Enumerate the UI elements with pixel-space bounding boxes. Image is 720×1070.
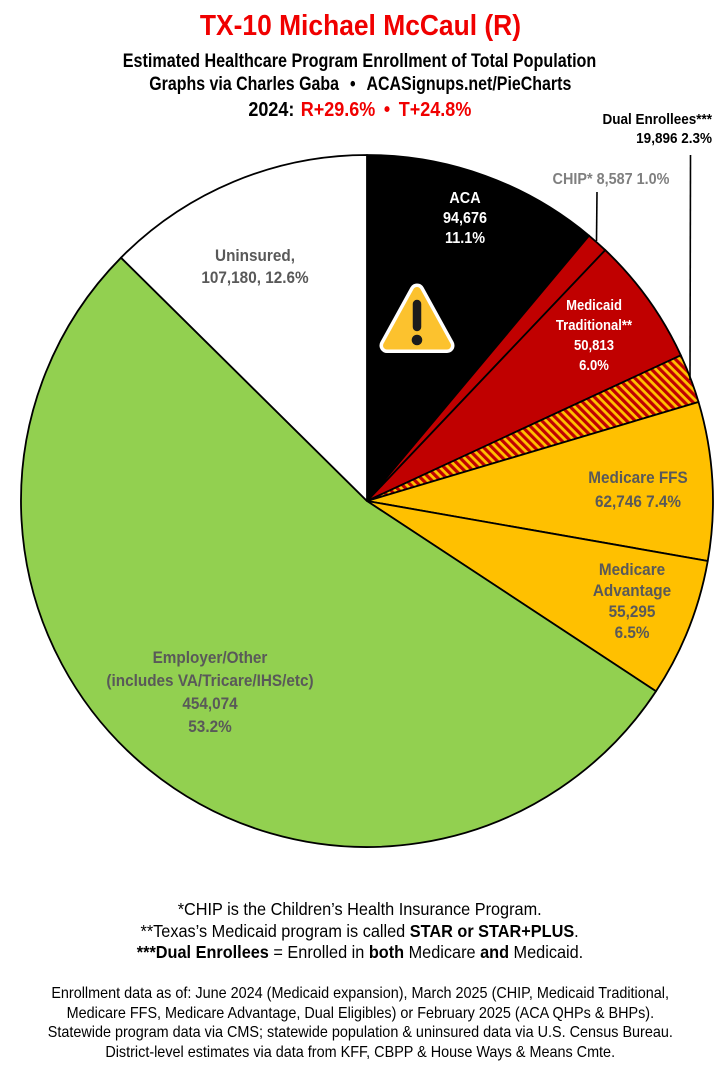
credit-line: Graphs via Charles Gaba • ACASignups.net/P…: [0, 74, 720, 96]
label-dual-enrollees: Dual Enrollees*** 19,896 2.3%: [514, 110, 712, 148]
label-aca-pct: 11.1%: [444, 230, 486, 247]
pie-slice-medicare-advantage: [366, 500, 709, 693]
pie-slice-aca: [366, 154, 590, 502]
label-medicare-ffs: Medicare FFS 62,746 7.4%: [588, 468, 688, 511]
source-line-1: Enrollment data as of: June 2024 (Medica…: [51, 985, 669, 1002]
label-chip: CHIP* 8,587 1.0%: [552, 171, 670, 188]
label-aca-name: ACA: [449, 190, 481, 207]
chip-leader-line: [595, 191, 598, 242]
bullet-separator-icon: •: [349, 74, 356, 95]
label-aca-value: 94,676: [442, 210, 488, 227]
pie-slice-employer-other: [20, 256, 657, 848]
partisan-lean-value: R+29.6% • T+24.8%: [300, 99, 472, 121]
label-dual-name: Dual Enrollees***: [602, 111, 712, 128]
label-dual-value: 19,896 2.3%: [636, 130, 712, 147]
credit-author: Graphs via Charles Gaba: [148, 74, 339, 95]
footnote-dual: ***Dual Enrollees = Enrolled in both Med…: [136, 942, 584, 962]
page-title: TX-10 Michael McCaul (R): [199, 10, 521, 42]
pie-slice-uninsured: [120, 154, 368, 502]
label-employer-other: Employer/Other (includes VA/Tricare/IHS/…: [106, 648, 314, 736]
dual-enrollees-leader-line: [689, 154, 692, 381]
source-notes: Enrollment data as of: June 2024 (Medica…: [0, 984, 720, 1062]
partisan-lean-line: 2024: R+29.6% • T+24.8%: [0, 99, 720, 122]
footnote-chip: *CHIP is the Children’s Health Insurance…: [178, 899, 542, 919]
source-line-4: District-level estimates via data from K…: [105, 1043, 615, 1061]
source-line-3: Statewide program data via CMS; statewid…: [47, 1024, 673, 1041]
label-medicaid-traditional: Medicaid Traditional** 50,813 6.0%: [555, 298, 633, 374]
warning-icon: [379, 283, 455, 353]
subtitle: Estimated Healthcare Program Enrollment …: [123, 51, 597, 72]
partisan-year: 2024:: [248, 99, 295, 121]
pie-slice-medicaid-traditional: [366, 249, 682, 502]
label-medicare-advantage: Medicare Advantage 55,295 6.5%: [592, 560, 672, 642]
label-aca: ACA 94,676 11.1%: [411, 189, 519, 249]
pie-slice-medicare-ffs: [366, 401, 714, 562]
credit-site: ACASignups.net/PieCharts: [366, 74, 572, 95]
footnotes: *CHIP is the Children’s Health Insurance…: [0, 899, 720, 964]
label-uninsured: Uninsured, 107,180, 12.6%: [201, 246, 309, 287]
footnote-medicaid: **Texas’s Medicaid program is called STA…: [140, 920, 580, 941]
source-line-2: Medicare FFS, Medicare Advantage, Dual E…: [66, 1004, 654, 1022]
